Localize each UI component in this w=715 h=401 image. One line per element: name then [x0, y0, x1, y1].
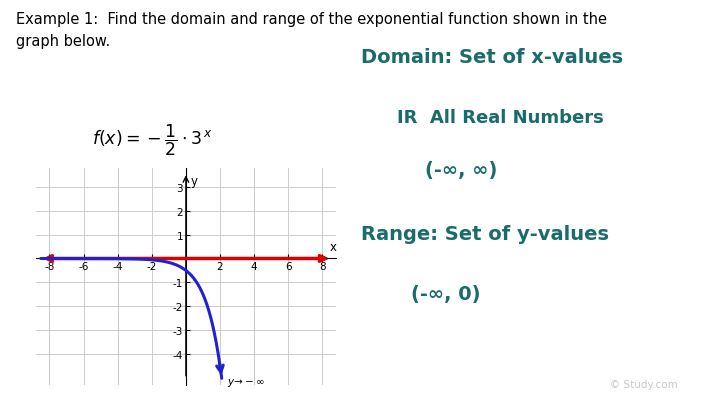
- Text: (-∞, ∞): (-∞, ∞): [425, 160, 498, 179]
- Text: Range: Set of y-values: Range: Set of y-values: [361, 225, 609, 243]
- Text: (-∞, 0): (-∞, 0): [411, 285, 480, 304]
- Text: © Study.com: © Study.com: [610, 379, 677, 389]
- Text: x: x: [330, 240, 337, 253]
- Text: Domain: Set of x-values: Domain: Set of x-values: [361, 48, 623, 67]
- Text: $y\!\rightarrow\!-\infty$: $y\!\rightarrow\!-\infty$: [227, 376, 265, 388]
- Text: Example 1:  Find the domain and range of the exponential function shown in the
g: Example 1: Find the domain and range of …: [16, 12, 607, 49]
- Text: $f(x) = -\dfrac{1}{2} \cdot 3^{\,x}$: $f(x) = -\dfrac{1}{2} \cdot 3^{\,x}$: [92, 123, 212, 158]
- Text: IR  All Real Numbers: IR All Real Numbers: [397, 108, 603, 126]
- Text: y: y: [190, 175, 197, 188]
